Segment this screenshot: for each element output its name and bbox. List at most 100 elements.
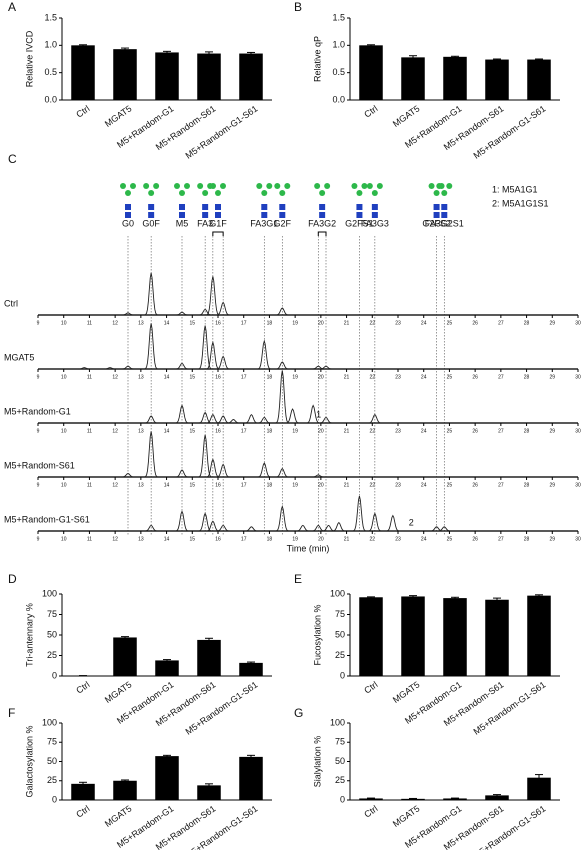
x-tick-label: MGAT5: [103, 103, 134, 129]
x-tick-label: 24: [421, 428, 427, 434]
x-tick-label: 16: [215, 482, 221, 488]
bar: [527, 595, 551, 676]
note: 1: M5A1G1: [492, 184, 538, 194]
x-tick-label: 17: [241, 536, 247, 542]
glcnac: [319, 204, 326, 210]
mannose: [274, 183, 281, 189]
x-tick-label: 19: [292, 428, 298, 434]
mannose: [314, 183, 321, 189]
mannose: [279, 190, 286, 196]
glcnac: [441, 204, 448, 210]
x-tick-label: 17: [241, 428, 247, 434]
x-tick-label: 18: [267, 482, 273, 488]
x-tick-label: 11: [87, 320, 92, 326]
x-tick-label: 9: [37, 374, 40, 380]
peak: [143, 272, 159, 316]
x-tick-label: 15: [190, 374, 196, 380]
panel-label: E: [294, 572, 302, 586]
x-tick-label: 28: [524, 428, 530, 434]
y-tick-label: 100: [42, 717, 57, 727]
error-bar: [367, 797, 375, 799]
x-tick-label: 17: [241, 320, 247, 326]
y-tick-label: 25: [47, 775, 57, 785]
y-tick-label: 0.0: [332, 94, 345, 104]
peak-label: G2FS1: [345, 218, 374, 228]
y-tick-label: 75: [335, 609, 345, 619]
peak: [318, 416, 334, 424]
x-tick-label: 13: [138, 536, 144, 542]
x-tick-label: 28: [524, 482, 530, 488]
x-tick-label: 21: [344, 536, 350, 542]
peak-label: FA3G2: [308, 218, 336, 228]
x-tick-label: 12: [112, 320, 118, 326]
mannose: [197, 183, 204, 189]
x-tick-label: 20: [318, 428, 324, 434]
y-tick-label: 50: [47, 756, 57, 766]
bar: [113, 780, 137, 800]
mannose: [130, 183, 136, 189]
x-tick-label: Ctrl: [74, 803, 91, 819]
x-tick-label: 30: [575, 374, 581, 380]
x-tick-label: M5+Random-G1-S61: [183, 103, 259, 160]
x-tick-label: 21: [344, 374, 350, 380]
x-tick-label: 14: [164, 428, 170, 434]
y-tick-label: 50: [335, 756, 345, 766]
error-bar: [163, 754, 171, 757]
peak-label: FA3G3: [361, 218, 389, 228]
y-axis-label: Tri-antennary %: [24, 603, 34, 667]
peak: [174, 510, 190, 532]
mannose: [324, 183, 331, 189]
peak: [197, 308, 213, 316]
mannose: [256, 183, 263, 189]
x-tick-label: 21: [344, 482, 350, 488]
x-tick-label: 20: [318, 320, 324, 326]
error-bar: [493, 58, 501, 61]
peak-label: FA3G2S1: [425, 218, 464, 228]
y-tick-label: 75: [47, 609, 57, 619]
x-tick-label: 20: [318, 374, 324, 380]
glcnac: [371, 212, 378, 218]
x-tick-label: 30: [575, 320, 581, 326]
bar: [359, 597, 383, 676]
peak: [367, 413, 383, 424]
mannose: [184, 183, 190, 189]
glcnac: [279, 204, 286, 210]
bar: [401, 57, 425, 100]
x-tick-label: 27: [498, 320, 504, 326]
bar: [485, 59, 509, 100]
x-tick-label: 25: [447, 536, 453, 542]
glcnac: [148, 212, 155, 218]
x-tick-label: 10: [61, 428, 67, 434]
y-axis-label: Relative qP: [312, 36, 322, 82]
peak: [120, 473, 136, 478]
y-tick-label: 50: [335, 629, 345, 639]
error-bar: [247, 51, 255, 55]
peak: [352, 495, 367, 532]
y-tick-label: 1.0: [44, 40, 57, 50]
mannose: [284, 183, 291, 189]
mannose: [179, 190, 185, 196]
x-tick-label: 10: [61, 482, 67, 488]
glycan-icon: [274, 183, 291, 218]
peak: [367, 512, 383, 532]
glcnac: [356, 204, 363, 210]
y-tick-label: 25: [335, 775, 345, 785]
peak-label: G0F: [142, 218, 160, 228]
peak-label: M5: [176, 218, 189, 228]
bar: [239, 662, 263, 676]
x-tick-label: 22: [370, 536, 376, 542]
peak: [436, 526, 452, 532]
x-tick-label: 22: [370, 320, 376, 326]
bar: [401, 798, 425, 800]
y-tick-label: 1.0: [332, 40, 345, 50]
trace-label: Ctrl: [4, 298, 18, 308]
x-tick-label: Ctrl: [74, 103, 91, 119]
peak: [310, 365, 326, 370]
x-tick-label: Ctrl: [362, 803, 379, 819]
x-tick-label: 18: [267, 374, 273, 380]
error-bar: [535, 774, 543, 781]
x-tick-label: 28: [524, 374, 530, 380]
glcnac: [319, 212, 326, 218]
peak-label: G2FS2: [422, 218, 451, 228]
x-tick-label: 30: [575, 482, 581, 488]
